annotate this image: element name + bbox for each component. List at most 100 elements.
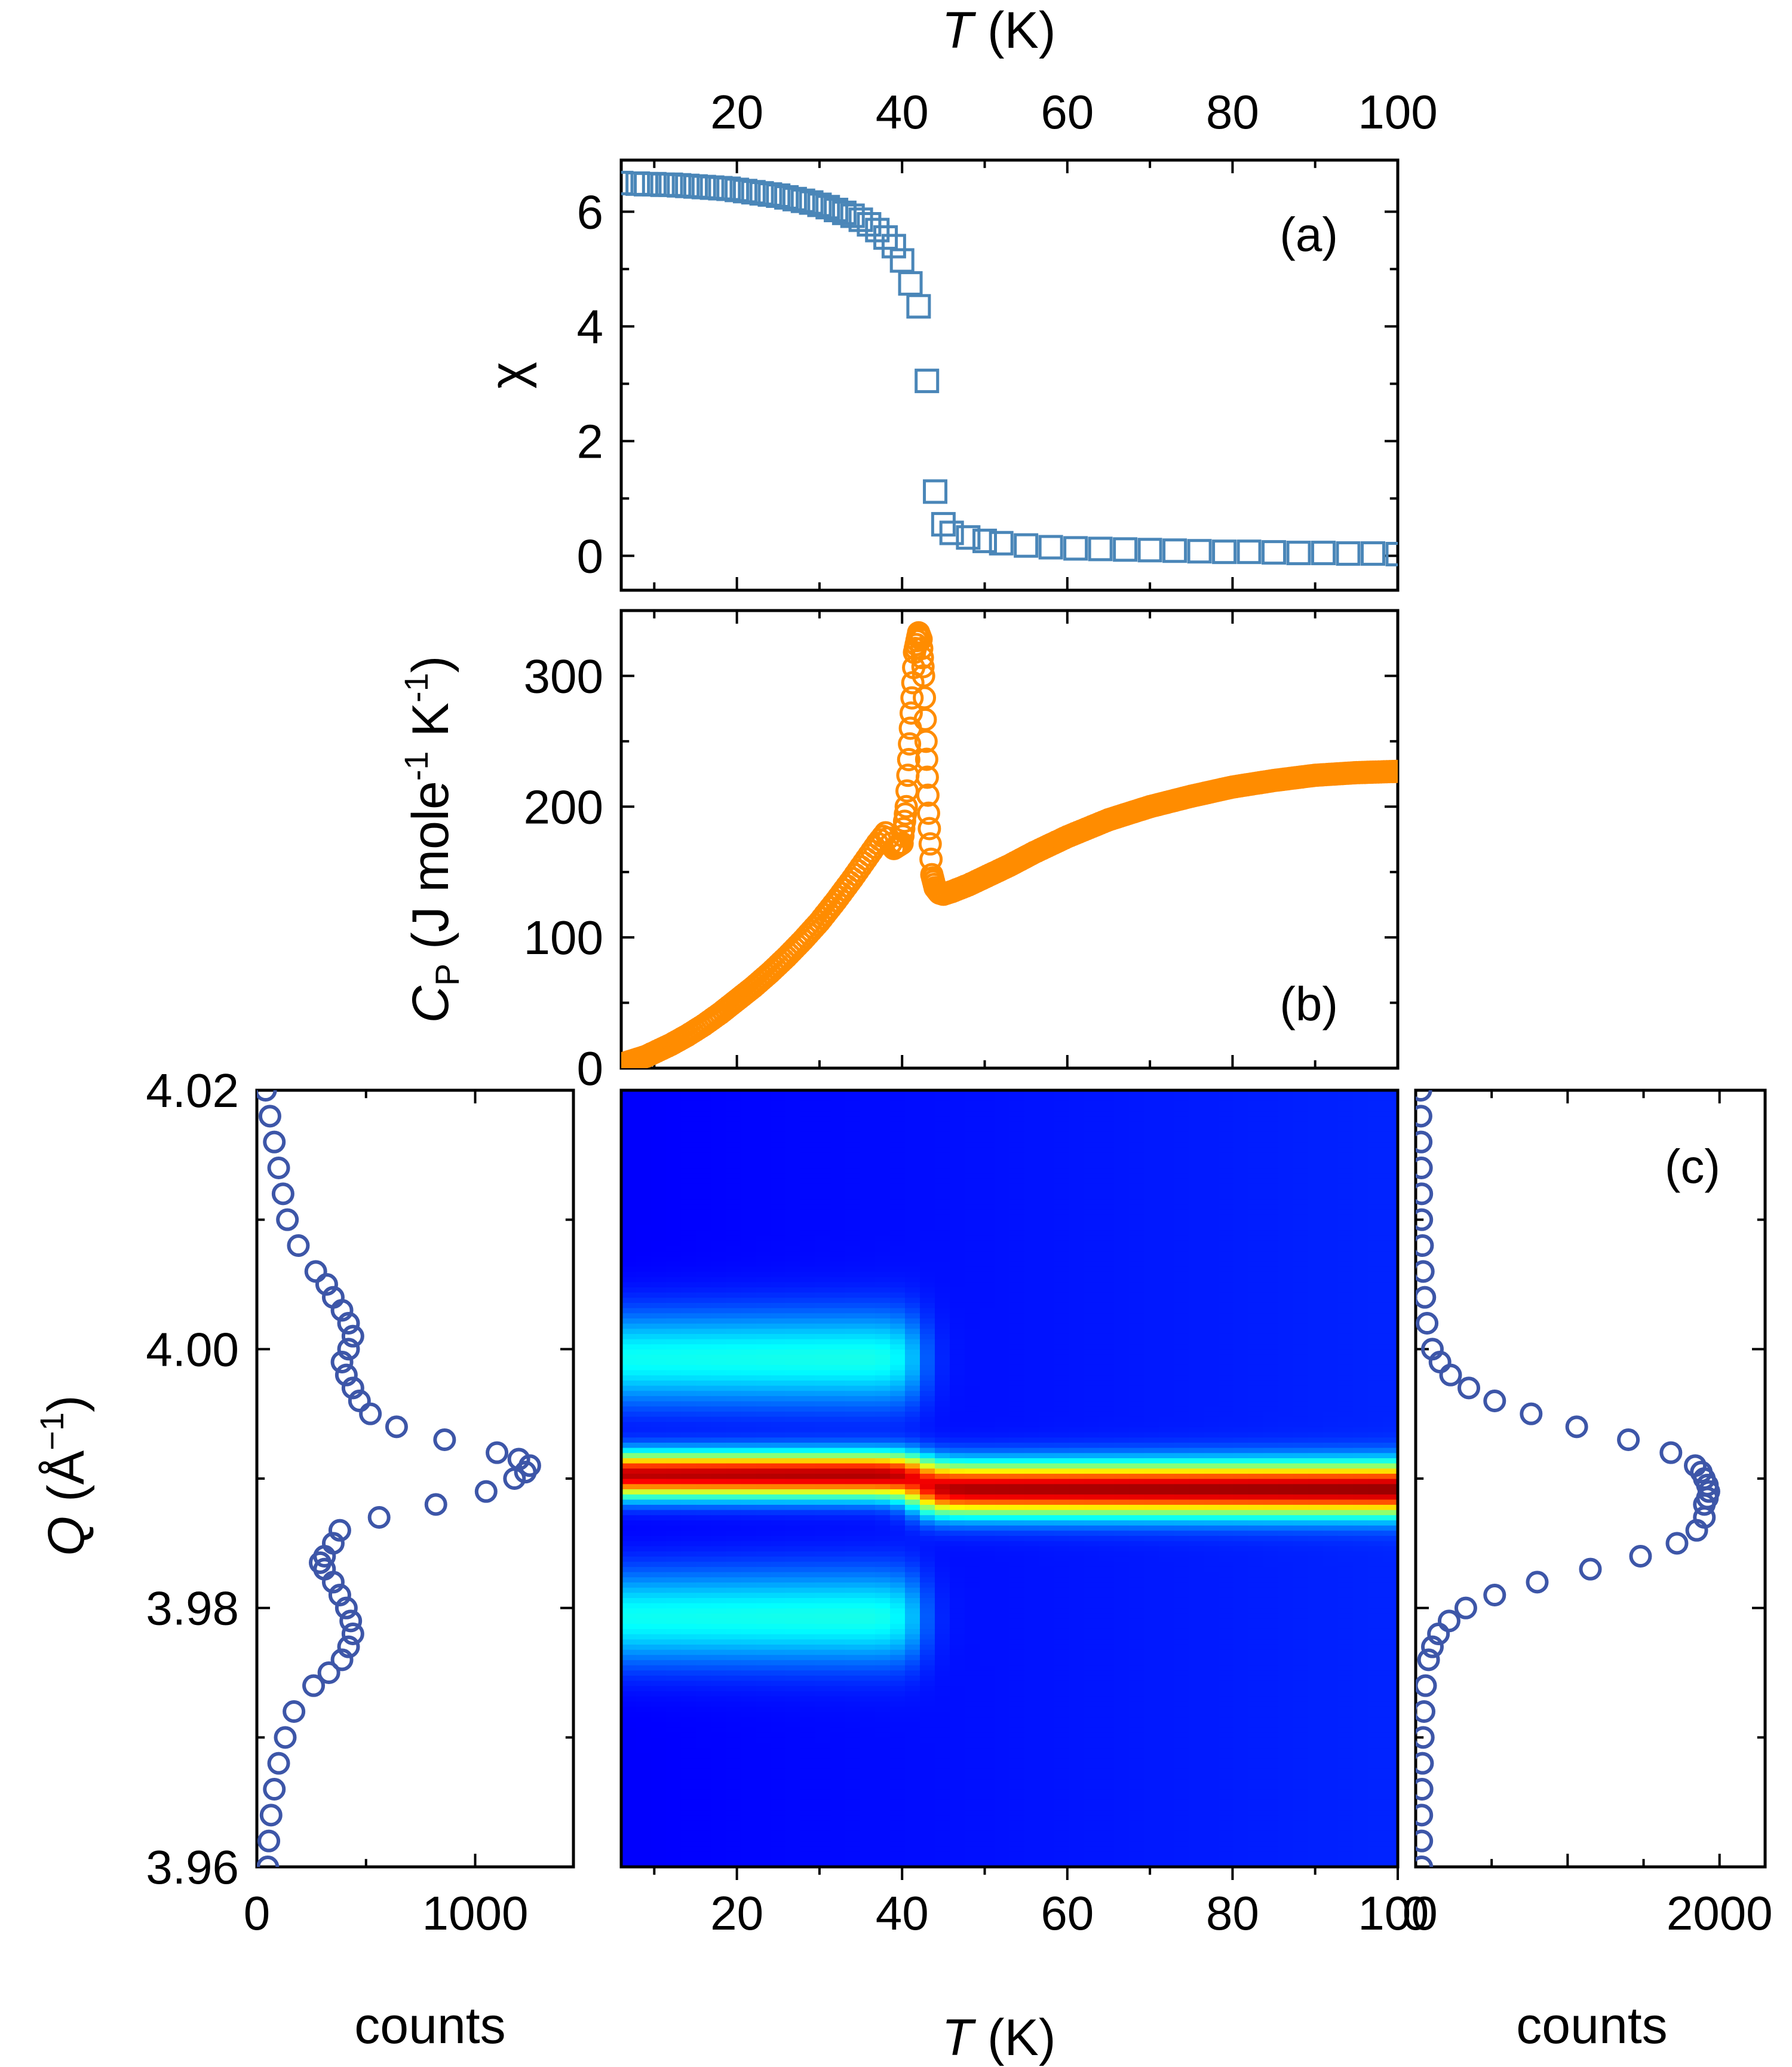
heatmap-cell bbox=[621, 1318, 637, 1324]
heatmap-cell bbox=[980, 1183, 995, 1189]
heatmap-cell bbox=[741, 1541, 756, 1547]
heatmap-cell bbox=[845, 1556, 861, 1562]
heatmap-cell bbox=[920, 1235, 935, 1241]
heatmap-cell bbox=[995, 1820, 1010, 1826]
heatmap-cell bbox=[815, 1432, 831, 1438]
heatmap-cell bbox=[1039, 1696, 1055, 1702]
heatmap-cell bbox=[1009, 1774, 1025, 1780]
cp-point bbox=[910, 636, 934, 660]
heatmap-cell bbox=[1024, 1716, 1040, 1722]
heatmap-cell bbox=[1069, 1841, 1085, 1847]
heatmap-cell bbox=[711, 1747, 726, 1753]
heatmap-cell bbox=[995, 1312, 1010, 1318]
heatmap-cell bbox=[875, 1830, 891, 1836]
heatmap-cell bbox=[950, 1323, 965, 1329]
heatmap-cell bbox=[860, 1623, 876, 1629]
heatmap-cell bbox=[860, 1328, 876, 1334]
heatmap-cell bbox=[980, 1199, 995, 1205]
heatmap-cell bbox=[815, 1302, 831, 1308]
heatmap-cell bbox=[741, 1281, 756, 1287]
heatmap-cell bbox=[651, 1841, 667, 1847]
heatmap-cell bbox=[950, 1691, 965, 1697]
heatmap-cell bbox=[890, 1685, 906, 1691]
heatmap-cell bbox=[845, 1644, 861, 1650]
heatmap-cell bbox=[950, 1680, 965, 1686]
heatmap-cell bbox=[636, 1188, 652, 1194]
heatmap-cell bbox=[920, 1468, 935, 1474]
heatmap-cell bbox=[785, 1789, 801, 1795]
heatmap-cell bbox=[950, 1716, 965, 1722]
heatmap-cell bbox=[741, 1396, 756, 1401]
heatmap-cell bbox=[741, 1215, 756, 1220]
heatmap-cell bbox=[860, 1416, 876, 1422]
heatmap-cell bbox=[636, 1551, 652, 1557]
heatmap-cell bbox=[830, 1514, 846, 1520]
heatmap-cell bbox=[771, 1691, 786, 1697]
heatmap-cell bbox=[1039, 1339, 1055, 1345]
heatmap-cell bbox=[666, 1815, 682, 1821]
heatmap-cell bbox=[890, 1545, 906, 1551]
heatmap-cell bbox=[785, 1442, 801, 1448]
heatmap-cell bbox=[726, 1572, 741, 1578]
heatmap-cell bbox=[995, 1810, 1010, 1815]
heatmap-cell bbox=[741, 1406, 756, 1412]
heatmap-cell bbox=[1054, 1095, 1070, 1101]
heatmap-cell bbox=[905, 1846, 920, 1852]
heatmap-cell bbox=[920, 1763, 935, 1769]
heatmap-cell bbox=[980, 1732, 995, 1738]
heatmap-cell bbox=[935, 1644, 950, 1650]
heatmap-cell bbox=[845, 1281, 861, 1287]
heatmap-cell bbox=[1024, 1116, 1040, 1122]
heatmap-cell bbox=[815, 1292, 831, 1298]
heatmap-cell bbox=[636, 1582, 652, 1588]
heatmap-cell bbox=[696, 1535, 711, 1541]
heatmap-cell bbox=[995, 1572, 1010, 1578]
heatmap-cell bbox=[800, 1774, 816, 1780]
heatmap-cell bbox=[756, 1665, 771, 1671]
heatmap-cell bbox=[726, 1173, 741, 1179]
heatmap-cell bbox=[1024, 1841, 1040, 1847]
heatmap-cell bbox=[1009, 1204, 1025, 1210]
heatmap-cell bbox=[651, 1142, 667, 1148]
heatmap-cell bbox=[905, 1618, 920, 1624]
heatmap-cell bbox=[965, 1432, 980, 1438]
heatmap-cell bbox=[621, 1100, 637, 1106]
heatmap-cell bbox=[875, 1815, 891, 1821]
heatmap-cell bbox=[681, 1830, 696, 1836]
heatmap-cell bbox=[785, 1830, 801, 1836]
heatmap-cell bbox=[771, 1458, 786, 1464]
heatmap-cell bbox=[771, 1364, 786, 1370]
heatmap-cell bbox=[1024, 1246, 1040, 1252]
heatmap-cell bbox=[1054, 1359, 1070, 1365]
heatmap-cell bbox=[935, 1302, 950, 1308]
heatmap-cell bbox=[666, 1261, 682, 1267]
heatmap-cell bbox=[815, 1354, 831, 1360]
heatmap-cell bbox=[696, 1830, 711, 1836]
heatmap-cell bbox=[800, 1411, 816, 1417]
heatmap-cell bbox=[696, 1323, 711, 1329]
heatmap-cell bbox=[741, 1861, 756, 1867]
heatmap-cell bbox=[875, 1427, 891, 1433]
heatmap-cell bbox=[980, 1250, 995, 1256]
heatmap-cell bbox=[771, 1654, 786, 1660]
heatmap-cell bbox=[726, 1587, 741, 1593]
heatmap-cell bbox=[860, 1763, 876, 1769]
heatmap-cell bbox=[741, 1856, 756, 1862]
chi-point bbox=[857, 212, 882, 237]
heatmap-cell bbox=[621, 1778, 637, 1784]
heatmap-cell bbox=[785, 1375, 801, 1381]
heatmap-cell bbox=[785, 1261, 801, 1267]
heatmap-cell bbox=[830, 1722, 846, 1728]
heatmap-cell bbox=[696, 1608, 711, 1614]
heatmap-cell bbox=[935, 1256, 950, 1262]
heatmap-cell bbox=[756, 1204, 771, 1210]
heatmap-cell bbox=[1009, 1328, 1025, 1334]
heatmap-cell bbox=[681, 1230, 696, 1236]
heatmap-cell bbox=[666, 1308, 682, 1314]
heatmap-cell bbox=[741, 1675, 756, 1681]
heatmap-cell bbox=[965, 1100, 980, 1106]
heatmap-cell bbox=[995, 1375, 1010, 1381]
heatmap-cell bbox=[845, 1328, 861, 1334]
heatmap-cell bbox=[815, 1152, 831, 1158]
heatmap-cell bbox=[1024, 1308, 1040, 1314]
